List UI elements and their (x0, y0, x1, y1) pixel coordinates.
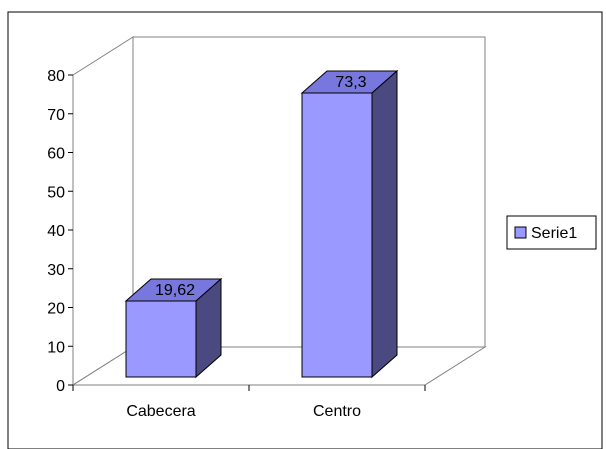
y-tick-label: 20 (47, 301, 65, 318)
bar-side (195, 277, 222, 379)
y-tick-label: 40 (47, 223, 65, 240)
axes: 0 10 20 30 40 50 60 70 80 Cabecera Centro (47, 68, 426, 420)
y-tick-label: 10 (47, 339, 65, 356)
y-tick-label: 60 (47, 146, 65, 163)
legend-swatch (514, 226, 527, 239)
x-category-label: Centro (313, 403, 361, 420)
y-tick-label: 30 (47, 262, 65, 279)
bar-front (301, 92, 373, 378)
bar (300, 69, 399, 379)
data-labels: 19,62 73,3 (155, 74, 367, 299)
bar-front (125, 300, 197, 378)
data-label: 73,3 (335, 74, 366, 91)
bar-side (371, 69, 398, 379)
y-tick-label: 50 (47, 184, 65, 201)
side-wall (72, 36, 134, 386)
x-category-label: Cabecera (126, 403, 195, 420)
data-label: 19,62 (155, 282, 195, 299)
y-tick-label: 80 (47, 68, 65, 85)
legend-label: Serie1 (531, 225, 577, 242)
bar (124, 277, 223, 379)
y-tick-label: 70 (47, 107, 65, 124)
bars (124, 69, 399, 379)
y-tick-label: 0 (56, 378, 65, 395)
legend: Serie1 (506, 215, 597, 250)
